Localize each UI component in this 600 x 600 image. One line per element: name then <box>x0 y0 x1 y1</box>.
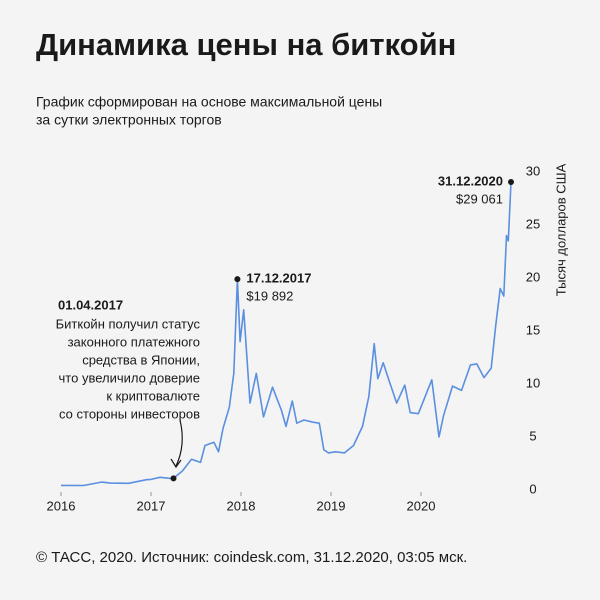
y-tick-label: 0 <box>529 481 536 496</box>
annotation-text: со стороны инвесторов <box>59 406 200 421</box>
annotation-text: средства в Японии, <box>82 352 200 367</box>
annotation-point <box>170 475 177 482</box>
y-tick-label: 5 <box>529 428 536 443</box>
annotation-text: Биткойн получил статус <box>56 316 201 331</box>
annotation-date: 01.04.2017 <box>58 297 123 312</box>
y-tick-label: 20 <box>526 269 540 284</box>
annotation-point <box>234 276 241 283</box>
x-tick-label: 2019 <box>317 498 346 513</box>
x-tick-label: 2020 <box>407 498 436 513</box>
chart-title: Динамика цены на биткойн <box>36 27 456 62</box>
annotation-text: к криптовалюте <box>106 388 200 403</box>
price-line <box>60 181 512 487</box>
annotation-text: что увеличило доверие <box>59 370 200 385</box>
subtitle: График сформирован на основе максимально… <box>36 94 382 110</box>
y-tick-label: 15 <box>526 322 540 337</box>
y-axis-label: Тысяч долларов США <box>553 163 568 296</box>
annotation-value: $19 892 <box>246 289 293 304</box>
y-tick-label: 30 <box>526 163 540 178</box>
annotation-value: $29 061 <box>456 191 503 206</box>
arrow <box>170 419 183 469</box>
x-tick-label: 2016 <box>47 498 76 513</box>
subtitle: за сутки электронных торгов <box>36 112 222 128</box>
annotation-point <box>508 178 514 185</box>
x-tick-label: 2017 <box>137 498 166 513</box>
annotation-date: 17.12.2017 <box>246 271 311 286</box>
y-tick-label: 25 <box>526 216 540 231</box>
x-tick-label: 2018 <box>227 498 256 513</box>
source: © ТАСС, 2020. Источник: coindesk.com, 31… <box>36 549 467 566</box>
y-tick-label: 10 <box>526 375 540 390</box>
annotation-text: законного платежного <box>68 334 200 349</box>
annotation-date: 31.12.2020 <box>438 173 503 188</box>
